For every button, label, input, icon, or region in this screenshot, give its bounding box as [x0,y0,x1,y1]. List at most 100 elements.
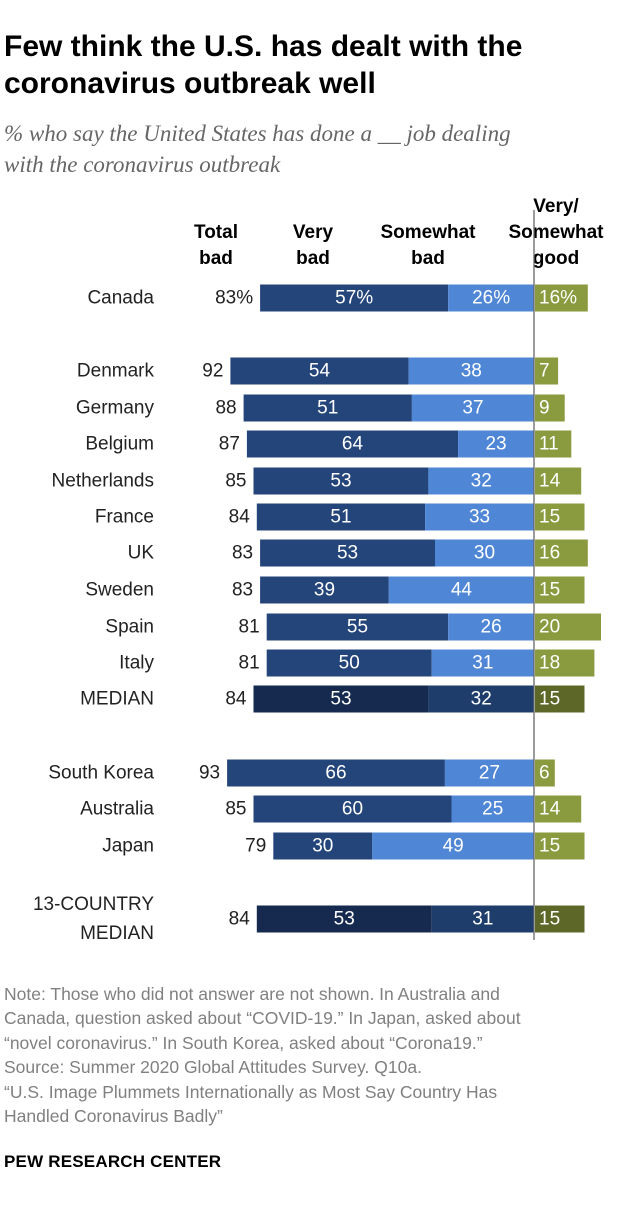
data-label-very-bad: 55 [347,617,368,638]
data-label-somewhat-bad: 32 [471,471,492,492]
bar-good [535,430,572,458]
bar-good [535,394,565,422]
bar-good [535,576,585,604]
bar-somewhat-bad [435,539,534,567]
data-label-somewhat-bad: 30 [474,543,495,564]
column-header-total-bad: Total [194,222,238,243]
data-label-somewhat-bad: 26 [481,617,502,638]
data-label-good: 20 [539,617,560,638]
row-label: 13-COUNTRY [33,894,154,915]
chart-subtitle: % who say the United States has done a _… [4,118,614,180]
bar-somewhat-bad [388,576,534,604]
bar-good [535,467,582,495]
data-label-very-bad: 57% [335,288,373,309]
bar-good [535,357,559,385]
bar-somewhat-bad [411,394,534,422]
bar-somewhat-bad [444,759,534,787]
row-label: France [95,507,154,528]
data-label-total-bad: 84 [225,689,247,710]
chart-subtitle-line: % who say the United States has done a _… [4,121,511,146]
row-label: Canada [87,288,154,309]
bar-very-bad [256,905,432,933]
bar-somewhat-bad [428,467,534,495]
column-header-good: good [533,248,579,269]
row-label: UK [128,543,155,564]
data-label-good: 15 [539,836,560,857]
row-label: Australia [80,799,154,820]
data-label-good: 15 [539,507,560,528]
chart-title-line: Few think the U.S. has dealt with the [4,30,523,63]
data-label-good: 11 [539,434,559,455]
bar-good [535,759,555,787]
data-label-good: 16 [539,543,560,564]
brand-logo-text: PEW RESEARCH CENTER [4,1152,222,1171]
data-label-very-bad: 66 [325,763,346,784]
data-label-total-bad: 92 [202,361,223,382]
data-label-somewhat-bad: 23 [485,434,506,455]
chart-title-line: coronavirus outbreak well [4,67,376,100]
data-label-good: 15 [539,689,560,710]
source-line: Source: Summer 2020 Global Attitudes Sur… [4,1057,422,1078]
row-label: Belgium [85,434,154,455]
row-label: Denmark [77,361,155,382]
data-label-total-bad: 83% [215,288,253,309]
data-label-total-bad: 83 [232,580,253,601]
bar-good [535,905,585,933]
row-label: Germany [76,398,155,419]
row-label: Italy [119,653,154,674]
bar-somewhat-bad [448,613,534,641]
bar-good [535,832,585,860]
bar-very-bad [273,832,373,860]
bar-very-bad [230,357,409,385]
bar-somewhat-bad [428,685,534,713]
bar-good [535,613,601,641]
bar-very-bad [256,503,426,531]
bar-good [535,685,585,713]
row-label: Spain [105,617,154,638]
row-label: Netherlands [52,471,154,492]
bar-good [535,539,588,567]
bar-very-bad [253,795,452,823]
data-label-very-bad: 53 [330,471,351,492]
data-label-total-bad: 79 [245,836,266,857]
bar-very-bad [227,759,445,787]
data-label-somewhat-bad: 44 [451,580,473,601]
data-label-very-bad: 64 [342,434,364,455]
data-label-total-bad: 83 [232,543,253,564]
bar-somewhat-bad [451,795,534,823]
data-label-very-bad: 39 [314,580,335,601]
bar-very-bad [266,649,432,677]
row-label: Japan [102,836,154,857]
data-label-good: 15 [539,580,560,601]
data-label-total-bad: 85 [225,471,246,492]
data-label-good: 15 [539,909,560,930]
data-label-total-bad: 85 [225,799,246,820]
bar-good [535,503,585,531]
data-label-total-bad: 84 [229,909,251,930]
data-label-total-bad: 88 [215,398,236,419]
note-line: Canada, question asked about “COVID-19.”… [4,1008,521,1029]
data-label-very-bad: 60 [342,799,363,820]
bar-good [535,284,588,312]
data-label-somewhat-bad: 31 [472,653,493,674]
data-label-somewhat-bad: 33 [469,507,490,528]
data-label-very-bad: 53 [337,543,358,564]
data-label-good: 6 [539,763,550,784]
chart-title: Few think the U.S. has dealt with the co… [4,28,604,102]
bar-very-bad [253,685,429,713]
data-label-good: 14 [539,799,561,820]
row-label: MEDIAN [80,689,154,710]
data-label-good: 14 [539,471,561,492]
chart-subtitle-line: with the coronavirus outbreak [4,152,281,177]
note-line: “novel coronavirus.” In South Korea, ask… [4,1032,483,1053]
data-label-total-bad: 87 [219,434,240,455]
bar-good [535,649,595,677]
column-header-good: Somewhat [508,222,604,243]
data-label-somewhat-bad: 49 [443,836,464,857]
data-label-good: 16% [539,288,577,309]
diverging-bar-chart: Total bad Very bad Somewhat bad Very/Somewhat g… [33,196,604,944]
column-header-total-bad: bad [199,248,233,269]
bar-very-bad [253,467,429,495]
data-label-good: 9 [539,398,550,419]
data-label-very-bad: 51 [330,507,351,528]
